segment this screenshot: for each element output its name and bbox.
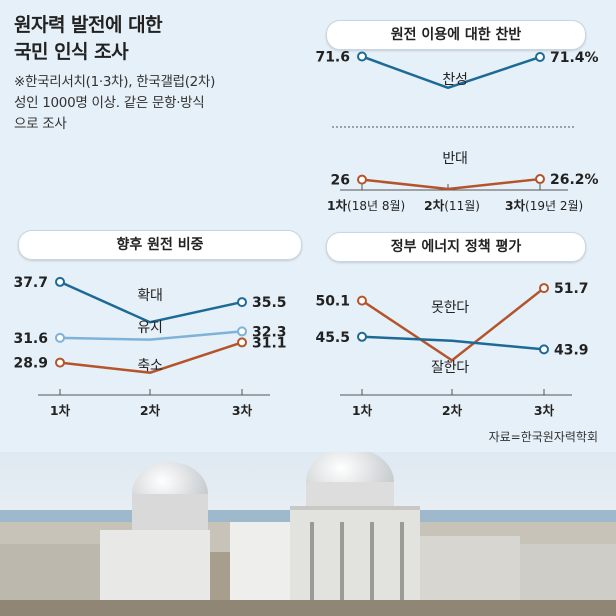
chart2-tick-label-1: 1차 (50, 403, 71, 418)
chart3-series-label-못한다: 못한다 (431, 300, 469, 316)
chart1-point-찬성-1 (357, 51, 367, 62)
chart2-point-확대-1 (55, 276, 65, 287)
chart3-line-못한다 (361, 287, 545, 362)
chart1-series-label-반대: 반대 (442, 151, 467, 167)
chart2-tick-label-3: 3차 (232, 403, 253, 418)
chart1-title: 원전 이용에 대한 찬반 (326, 20, 586, 50)
chart2-title: 향후 원전 비중 (18, 230, 302, 260)
chart2-value-축소-3: 31.1 (252, 335, 287, 351)
chart1-value-반대-1: 26 (331, 173, 350, 189)
chart1-point-찬성-3 (535, 52, 545, 63)
chart1-value-찬성-1: 71.6 (315, 49, 350, 65)
chart1-tick-sub-2: (11월) (444, 199, 480, 213)
chart2-value-유지-3: 32.3 (252, 324, 287, 340)
chart1-point-반대-3 (535, 174, 545, 185)
chart3-value-못한다-3: 51.7 (554, 281, 589, 297)
chart3-tick-label-1: 1차 (352, 403, 373, 418)
chart1-line-반대 (361, 177, 541, 191)
page-title: 원자력 발전에 대한 국민 인식 조사 (14, 14, 163, 63)
chart2-point-확대-3 (237, 297, 247, 308)
chart1-tick-sub-1: (18년 8월) (347, 199, 405, 213)
chart3-value-잘한다-3: 43.9 (554, 342, 589, 358)
chart2-series-label-확대: 확대 (137, 288, 162, 304)
chart2-point-유지-1 (55, 332, 65, 343)
chart2-series-label-축소: 축소 (137, 358, 163, 374)
chart3-point-못한다-3 (539, 283, 549, 294)
chart1-tick-label-1: 1차(18년 8월) (327, 198, 405, 213)
chart2-point-축소-3 (237, 337, 247, 348)
chart1-tick-label-3: 3차(19년 2월) (505, 198, 583, 213)
chart2-value-확대-3: 35.5 (252, 295, 287, 311)
chart2-point-축소-1 (55, 357, 65, 368)
chart3-tick-label-3: 3차 (534, 403, 555, 418)
chart3-point-잘한다-1 (357, 331, 367, 342)
chart2-line-유지 (59, 330, 243, 341)
chart1-tick-sub-3: (19년 2월) (525, 199, 583, 213)
chart2-point-유지-3 (237, 326, 247, 337)
chart3-series-label-잘한다: 잘한다 (431, 360, 469, 376)
chart1-value-반대-3: 26.2% (550, 172, 599, 188)
chart3-value-잘한다-1: 45.5 (315, 330, 350, 346)
chart2-tick-label-2: 2차 (140, 403, 161, 418)
infographic-panel (0, 0, 616, 452)
chart2-value-유지-1: 31.6 (13, 331, 48, 347)
charts-svg: 1차(18년 8월) 2차(11월) 3차(19년 2월)71.6 71.4%26 26… (13, 49, 599, 418)
chart2-line-확대 (59, 280, 243, 324)
chart2-series-label-유지: 유지 (137, 320, 162, 336)
chart3-title: 정부 에너지 정책 평가 (326, 232, 586, 262)
survey-note: ※한국리서치(1·3차), 한국갤럽(2차) 성인 1000명 이상. 같은 문… (14, 74, 216, 132)
chart1-line-찬성 (361, 55, 541, 90)
chart1-point-반대-1 (357, 174, 367, 185)
chart1-series-label-찬성: 찬성 (442, 72, 467, 88)
chart2-value-축소-1: 28.9 (13, 356, 48, 372)
chart1-tick-label-2: 2차(11월) (424, 198, 480, 213)
chart3-point-잘한다-3 (539, 344, 549, 355)
chart3-tick-label-2: 2차 (442, 403, 463, 418)
chart2-value-확대-1: 37.7 (13, 275, 48, 291)
chart3-point-못한다-1 (357, 295, 367, 306)
chart3-value-못한다-1: 50.1 (315, 294, 350, 310)
chart1-value-찬성-3: 71.4% (550, 50, 599, 66)
chart2-line-축소 (59, 341, 243, 374)
nuclear-plant-photo (0, 452, 616, 616)
source-credit: 자료=한국원자력학회 (488, 430, 598, 444)
chart3-line-잘한다 (361, 335, 545, 351)
